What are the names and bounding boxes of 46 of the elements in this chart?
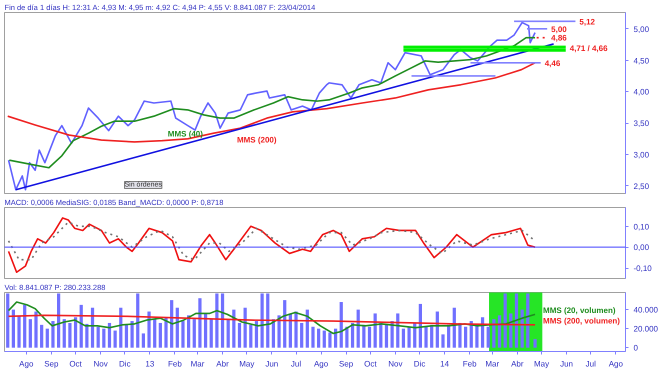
y-tick-label: 4,00 [634, 88, 650, 97]
y-tick-label: 5,00 [634, 24, 650, 34]
y-tick-label: 0,00 [634, 243, 650, 252]
x-tick-label: Jul [586, 360, 596, 368]
x-tick-label: Dic [119, 360, 131, 368]
x-tick-label: Nov [388, 360, 402, 368]
annotation: 4,46 [544, 58, 561, 68]
x-tick-label: Nov [93, 360, 108, 368]
x-tick-label: Sep [44, 360, 60, 368]
y-tick-label: 0 [634, 344, 638, 353]
x-tick-label: Jun [265, 360, 278, 368]
x-tick-label: 14 [440, 360, 450, 368]
x-tick-label: May [534, 360, 550, 368]
annotation: 5,12 [579, 17, 596, 26]
series-label: MMS (200) [236, 136, 277, 145]
x-tick-label: Dic [414, 360, 426, 368]
x-tick-label: Ago [314, 360, 329, 368]
x-tick-label: Abr [511, 360, 524, 368]
x-tick-label: Oct [69, 360, 83, 368]
y-tick-label: 40.000 [634, 306, 659, 315]
x-tick-label: Oct [364, 360, 378, 368]
x-tick-label: Abr [216, 360, 230, 368]
x-tick-label: 13 [145, 360, 155, 368]
series-label: MMS (20, volumen) [543, 306, 616, 315]
annotation: 4,71 / 4,66 [570, 44, 608, 54]
annotation: 5,00 [551, 24, 568, 34]
x-tick-label: Mar [485, 360, 500, 368]
x-tick-label: Ago [608, 360, 624, 368]
annotation: 4,86 [551, 34, 568, 43]
x-tick-label: Ago [19, 360, 34, 368]
series-label: MMS (40) [168, 129, 204, 138]
y-tick-label: 4,50 [634, 56, 650, 66]
y-tick-label: 2,50 [634, 182, 650, 191]
series-label: MMS (200, volumen) [543, 316, 620, 326]
y-tick-label: 20.000 [634, 324, 659, 334]
x-tick-label: May [239, 360, 254, 368]
x-tick-label: Sep [338, 360, 354, 368]
y-tick-label: 0,10 [634, 222, 650, 232]
x-tick-label: Mar [190, 360, 205, 368]
x-tick-label: Feb [462, 360, 478, 368]
x-tick-label: Jun [560, 360, 574, 368]
x-tick-label: Feb [168, 360, 182, 368]
y-tick-label: -0,10 [634, 264, 652, 274]
x-tick-label: Jul [290, 360, 302, 368]
y-tick-label: 3,00 [634, 150, 650, 160]
y-tick-label: 3,50 [634, 119, 650, 128]
